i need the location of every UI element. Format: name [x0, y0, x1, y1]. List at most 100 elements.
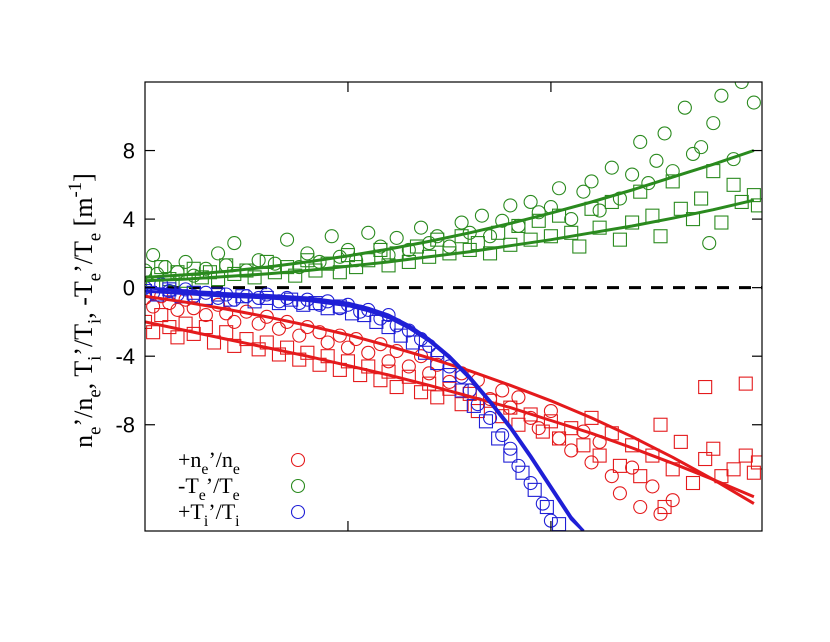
legend-marker: [290, 452, 306, 468]
data-point: [227, 314, 242, 329]
data-point: [551, 431, 567, 446]
data-point: [694, 140, 709, 155]
data-point: [645, 448, 660, 463]
data-point: [665, 174, 680, 189]
data-point: [633, 469, 648, 484]
legend-item: +ne’/ne: [178, 447, 306, 478]
data-point: [592, 448, 607, 463]
fit-curve: [145, 149, 755, 279]
data-point: [170, 302, 185, 317]
data-point: [702, 236, 717, 251]
data-point: [531, 205, 546, 220]
data-point: [625, 460, 640, 475]
data-point: [361, 345, 376, 360]
data-point: [511, 390, 526, 405]
data-point: [198, 320, 213, 335]
data-point: [685, 146, 701, 162]
data-point: [564, 225, 579, 240]
data-point: [389, 230, 404, 246]
data-point: [576, 184, 591, 199]
data-point: [694, 191, 709, 206]
data-point: [706, 116, 721, 131]
data-point: [564, 212, 579, 227]
data-point: [515, 465, 530, 480]
data-point: [442, 367, 457, 383]
fit-curve: [145, 320, 755, 499]
data-point: [381, 364, 396, 379]
data-point: [247, 270, 262, 285]
data-point: [604, 469, 619, 484]
data-point: [413, 385, 429, 400]
data-point: [535, 424, 550, 439]
data-point: [146, 325, 161, 340]
data-point: [531, 213, 546, 228]
data-point: [170, 330, 185, 345]
data-point: [409, 239, 425, 254]
data-point: [750, 455, 762, 470]
data-point: [146, 299, 161, 314]
data-point: [633, 134, 648, 150]
data-point: [186, 301, 201, 316]
data-point: [523, 232, 538, 247]
data-point: [381, 354, 396, 369]
data-point: [369, 314, 384, 329]
data-point: [673, 434, 688, 449]
data-point: [584, 410, 599, 425]
data-point: [482, 246, 498, 261]
data-point: [612, 458, 627, 473]
plot-inner: [145, 82, 762, 531]
data-point: [454, 215, 469, 230]
plot-area: [145, 82, 762, 531]
data-point: [511, 417, 526, 432]
data-point: [527, 482, 542, 497]
legend-label: +ne’/ne: [178, 447, 240, 478]
data-point: [677, 100, 692, 115]
data-point: [511, 218, 526, 234]
data-point: [738, 448, 753, 463]
data-point: [405, 335, 420, 350]
data-point: [154, 260, 169, 275]
data-point: [158, 260, 173, 275]
data-point: [657, 499, 672, 515]
data-point: [657, 126, 672, 141]
data-point: [698, 379, 713, 395]
data-point: [430, 390, 445, 405]
data-point: [685, 475, 701, 491]
data-point: [320, 349, 335, 364]
data-point: [625, 215, 640, 230]
data-point: [523, 407, 538, 422]
data-point: [604, 160, 619, 175]
data-point: [726, 177, 741, 192]
data-point: [422, 366, 437, 381]
fit-curve: [145, 289, 585, 531]
data-point: [572, 239, 587, 254]
data-point: [361, 359, 376, 374]
data-point: [653, 229, 668, 244]
data-point: [154, 308, 169, 323]
data-point: [551, 431, 567, 446]
data-point: [292, 328, 307, 343]
data-point: [280, 340, 295, 355]
data-point: [478, 414, 494, 429]
data-point: [418, 345, 433, 360]
data-point: [495, 213, 510, 228]
data-point: [726, 462, 741, 477]
data-point: [734, 82, 749, 90]
data-point: [381, 320, 396, 335]
data-point: [251, 316, 266, 331]
data-point: [267, 256, 282, 271]
data-point: [503, 198, 518, 213]
axes: 8 4 0 -4 -8: [115, 81, 763, 532]
data-point: [633, 499, 648, 515]
y-tick-label: 8: [123, 139, 135, 164]
data-point: [539, 499, 554, 515]
y-tick-label: -4: [115, 344, 135, 369]
data-point: [381, 258, 396, 273]
data-point: [535, 496, 550, 511]
y-tick-label: -8: [115, 413, 135, 438]
data-point: [543, 229, 558, 244]
plot-frame: [144, 81, 763, 532]
legend-label: +Ti’/Ti: [178, 499, 240, 530]
data-point: [482, 229, 498, 244]
